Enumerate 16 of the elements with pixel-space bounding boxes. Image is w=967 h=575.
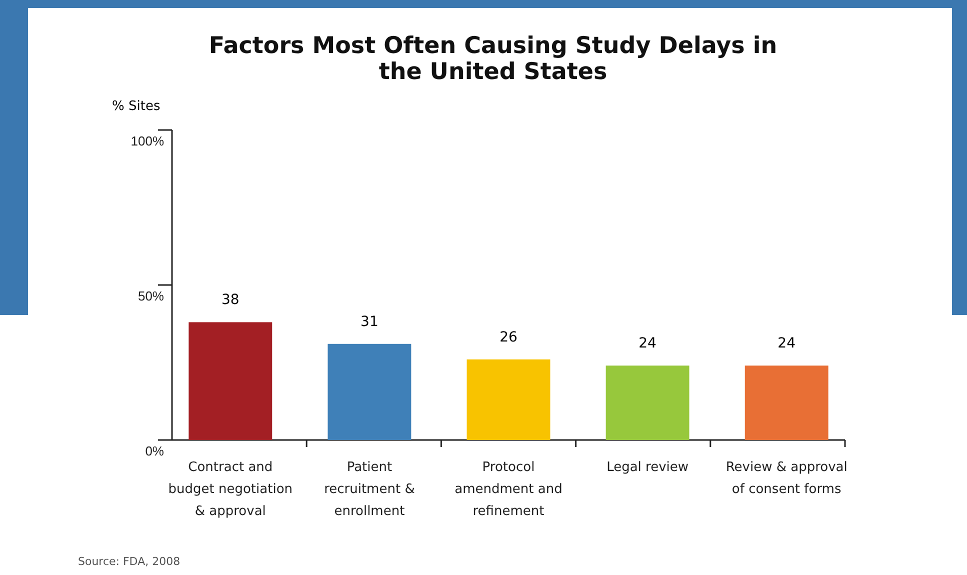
y-axis-title: % Sites bbox=[112, 99, 160, 114]
data-label: 24 bbox=[778, 336, 796, 352]
data-label: 31 bbox=[360, 314, 378, 330]
y-tick-label: 100% bbox=[130, 134, 164, 149]
chart-title: Factors Most Often Causing Study Delays in the United States bbox=[208, 33, 778, 85]
y-tick-label: 0% bbox=[145, 444, 164, 459]
x-tick-label: Protocol amendment and refinement bbox=[454, 460, 562, 519]
source-note: Source: FDA, 2008 bbox=[78, 555, 180, 568]
x-tick-label: Patient recruitment & enrollment bbox=[324, 460, 415, 519]
data-label: 24 bbox=[638, 336, 657, 352]
data-label: 38 bbox=[221, 292, 240, 308]
data-label: 26 bbox=[500, 329, 518, 346]
x-tick-label: Review & approval of consent forms bbox=[726, 460, 848, 497]
x-tick-label: Contract and budget negotiation & approval bbox=[168, 460, 293, 519]
y-tick-label: 50% bbox=[138, 288, 164, 304]
x-tick-label: Legal review bbox=[606, 460, 689, 475]
